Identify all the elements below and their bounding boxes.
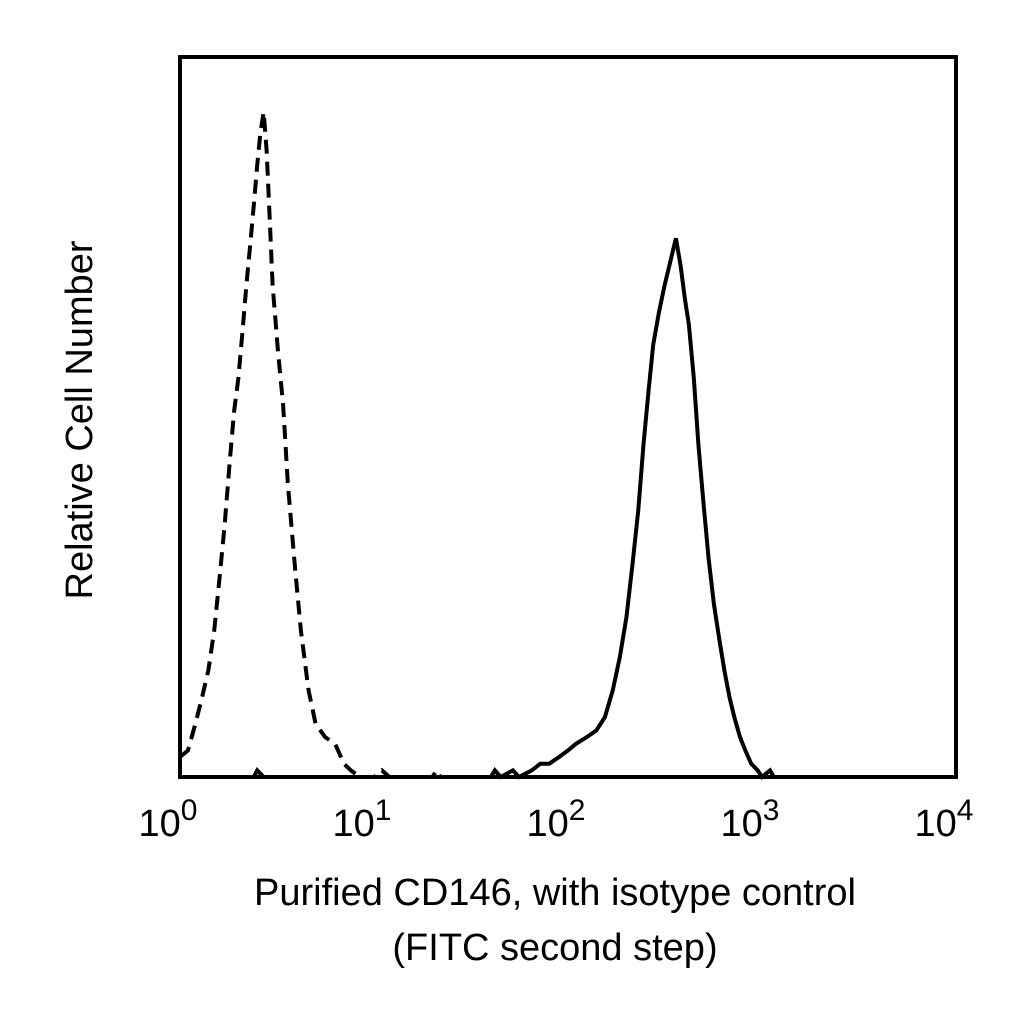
x-tick-exponent: 2	[569, 794, 586, 827]
x-tick-label: 104	[915, 794, 974, 845]
x-tick-base: 10	[333, 803, 375, 845]
x-tick-base: 10	[527, 803, 569, 845]
x-tick-base: 10	[915, 803, 957, 845]
series-layer	[178, 111, 956, 780]
x-tick-label: 102	[527, 794, 586, 845]
x-axis-label-line1: Purified CD146, with isotype control	[254, 872, 856, 914]
cd146-stained-histogram-line	[180, 237, 956, 780]
x-tick-label: 100	[139, 794, 198, 845]
x-tick-exponent: 1	[375, 794, 392, 827]
x-tick-label: 103	[721, 794, 780, 845]
plot-frame	[178, 55, 958, 779]
x-tick-layer: 100 101 102 103 104	[139, 794, 974, 845]
x-axis-label-line2: (FITC second step)	[392, 927, 717, 969]
x-tick-exponent: 0	[181, 794, 198, 827]
y-axis-label: Relative Cell Number	[59, 240, 101, 599]
x-tick-exponent: 3	[763, 794, 780, 827]
isotype-control-histogram-line	[178, 111, 568, 779]
x-tick-base: 10	[721, 803, 763, 845]
x-tick-exponent: 4	[957, 794, 974, 827]
x-tick-base: 10	[139, 803, 181, 845]
x-tick-label: 101	[333, 794, 392, 845]
